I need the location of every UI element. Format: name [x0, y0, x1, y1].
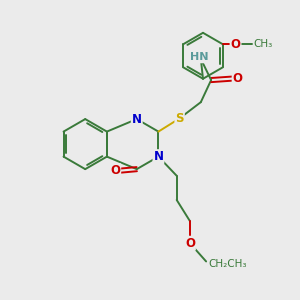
Text: O: O	[232, 72, 243, 85]
Text: S: S	[176, 112, 184, 125]
Text: HN: HN	[190, 52, 208, 62]
Text: CH₂CH₃: CH₂CH₃	[208, 260, 247, 269]
Text: O: O	[110, 164, 120, 177]
Text: O: O	[185, 237, 195, 250]
Text: N: N	[132, 112, 142, 126]
Text: CH₃: CH₃	[254, 39, 273, 49]
Text: N: N	[153, 150, 164, 163]
Text: O: O	[231, 38, 241, 51]
